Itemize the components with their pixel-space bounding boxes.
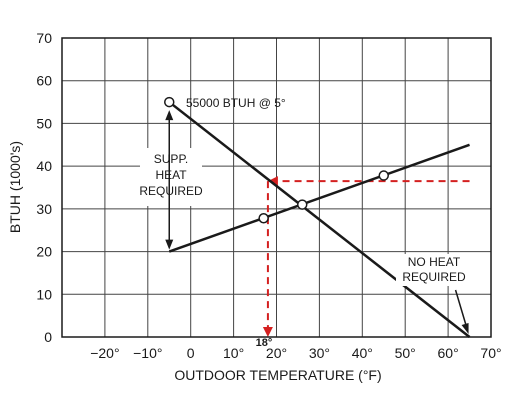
plot-frame xyxy=(61,37,492,338)
no-heat-label-line-1: NO HEAT xyxy=(408,255,461,269)
x-tick-label: 50° xyxy=(395,345,416,361)
x-tick-label: 40° xyxy=(352,345,373,361)
supp-heat-label-line-2: HEAT xyxy=(155,168,187,182)
supp-heat-arrow-up xyxy=(165,110,174,121)
x-tick-label: 0 xyxy=(187,345,195,361)
y-tick-label: 70 xyxy=(36,30,52,46)
series-line-2 xyxy=(168,143,470,253)
no-heat-arrowhead xyxy=(461,323,469,334)
no-heat-arrow-line xyxy=(454,289,468,328)
supp-heat-label-line-3: REQUIRED xyxy=(139,184,203,198)
data-point-marker xyxy=(378,170,389,181)
y-tick-labels: 0 10 20 30 40 50 60 70 xyxy=(36,30,52,345)
x-tick-label: −10° xyxy=(133,345,162,361)
x-tick-label: 10° xyxy=(223,345,244,361)
supp-heat-label-background xyxy=(140,148,202,206)
no-heat-label-line-2: REQUIRED xyxy=(402,270,466,284)
x-tick-label: 70° xyxy=(480,345,501,361)
data-point-marker xyxy=(258,213,269,224)
y-tick-label: 0 xyxy=(44,329,52,345)
y-tick-label: 30 xyxy=(36,201,52,217)
x-axis-title: OUTDOOR TEMPERATURE (°F) xyxy=(174,367,381,383)
guide-lines xyxy=(262,176,470,337)
no-heat-label-background xyxy=(396,254,472,286)
x-tick-labels: −20° −10° 0 10° 20° 30° 40° 50° 60° 70° xyxy=(90,345,501,361)
top-point-label: 55000 BTUH @ 5° xyxy=(186,96,286,110)
x-tick-label: 20° xyxy=(266,345,287,361)
x-tick-label: −20° xyxy=(90,345,119,361)
balance-point-marker xyxy=(296,199,308,210)
vertical-guide-arrowhead xyxy=(262,327,273,337)
y-tick-label: 20 xyxy=(36,244,52,260)
data-point-marker xyxy=(164,96,175,108)
series-lines xyxy=(168,101,471,338)
series-line-1 xyxy=(168,101,471,338)
y-tick-label: 60 xyxy=(36,73,52,89)
annotation-arrows xyxy=(165,110,469,334)
x-tick-label: 60° xyxy=(438,345,459,361)
y-tick-label: 50 xyxy=(36,115,52,131)
supp-heat-arrow-down xyxy=(165,239,174,250)
supp-heat-label-line-1: SUPP. xyxy=(154,152,188,166)
y-axis-title: BTUH (1000's) xyxy=(7,141,23,233)
y-tick-label: 40 xyxy=(36,158,52,174)
point-markers xyxy=(164,96,389,224)
vertical-marker-label: 18° xyxy=(256,337,273,349)
y-tick-label: 10 xyxy=(36,286,52,302)
annotations: 55000 BTUH @ 5° SUPP. HEAT REQUIRED NO H… xyxy=(139,96,472,349)
x-tick-label: 30° xyxy=(309,345,330,361)
